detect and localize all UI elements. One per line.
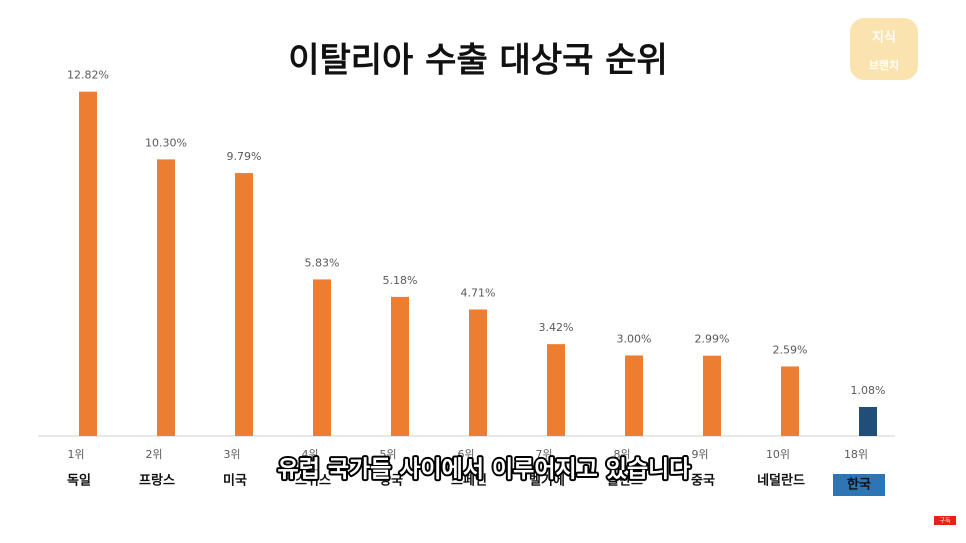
value-label: 5.18% — [383, 274, 418, 287]
value-label: 3.00% — [617, 332, 652, 345]
value-label: 1.08% — [851, 384, 886, 397]
logo-bg — [850, 18, 918, 80]
country-label: 한국 — [847, 477, 871, 493]
bar — [235, 173, 253, 436]
chart-title: 이탈리아 수출 대상국 순위 — [288, 41, 668, 81]
bar — [313, 279, 331, 436]
x-tick-label: 18위 — [844, 448, 868, 461]
country-label: 스위스 — [295, 474, 331, 489]
x-tick-label: 6위 — [457, 448, 474, 461]
x-tick-label: 2위 — [145, 448, 162, 461]
country-label: 중국 — [691, 474, 715, 489]
value-label: 2.99% — [695, 333, 730, 346]
bar — [625, 355, 643, 436]
value-label: 10.30% — [145, 136, 187, 149]
logo-text: 지식 — [872, 30, 896, 46]
value-label: 9.79% — [227, 150, 262, 163]
x-tick-label: 4위 — [301, 448, 318, 461]
value-label: 5.83% — [305, 256, 340, 269]
bar — [547, 344, 565, 436]
value-label: 2.59% — [773, 343, 808, 356]
x-tick-label: 9위 — [691, 448, 708, 461]
subscribe-label[interactable]: 구독 — [939, 518, 951, 525]
x-tick-label: 8위 — [613, 448, 630, 461]
country-label: 네덜란드 — [757, 473, 805, 489]
highlight-box — [833, 474, 885, 496]
country-label: 미국 — [223, 473, 247, 489]
value-label: 12.82% — [67, 69, 109, 82]
bar — [391, 296, 409, 436]
bar — [781, 366, 799, 436]
bar — [79, 91, 97, 436]
subscribe-button[interactable] — [934, 516, 956, 525]
country-label: 벨기에 — [529, 473, 565, 489]
x-tick-label: 5위 — [379, 448, 396, 461]
bar — [157, 159, 175, 436]
bar — [859, 406, 877, 436]
country-label: 스페인 — [451, 473, 487, 489]
logo: 지식 브랜치 — [850, 18, 918, 80]
country-label: 영국 — [379, 474, 403, 489]
x-tick-label: 1위 — [67, 448, 84, 461]
value-label: 4.71% — [461, 287, 496, 300]
country-label: 독일 — [67, 474, 91, 489]
bar — [469, 309, 487, 436]
value-label: 3.42% — [539, 321, 574, 334]
x-tick-label: 10위 — [766, 448, 790, 461]
logo-text: 브랜치 — [869, 58, 899, 72]
x-tick-label: 7위 — [535, 448, 552, 461]
country-label: 프랑스 — [139, 474, 175, 489]
bar — [703, 355, 721, 436]
caption: 유럽 국가들 사이에서 이루어지고 있습니다 — [278, 457, 691, 483]
country-label: 폴란드 — [607, 474, 643, 489]
x-tick-label: 3위 — [223, 448, 240, 461]
